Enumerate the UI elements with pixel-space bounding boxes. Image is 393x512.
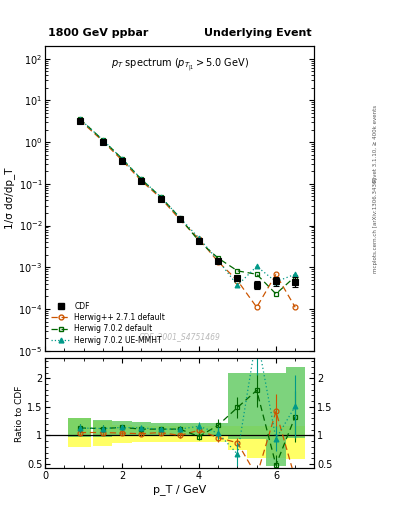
- Text: Rivet 3.1.10, ≥ 400k events: Rivet 3.1.10, ≥ 400k events: [373, 105, 378, 182]
- Legend: CDF, Herwig++ 2.7.1 default, Herwig 7.0.2 default, Herwig 7.0.2 UE-MMHT: CDF, Herwig++ 2.7.1 default, Herwig 7.0.…: [49, 300, 167, 347]
- X-axis label: p_T / GeV: p_T / GeV: [153, 484, 206, 495]
- Text: $p_T$ spectrum ($p_{T_{|1}} > 5.0$ GeV): $p_T$ spectrum ($p_{T_{|1}} > 5.0$ GeV): [111, 57, 249, 73]
- Text: Underlying Event: Underlying Event: [204, 29, 312, 38]
- Text: CDF_2001_S4751469: CDF_2001_S4751469: [139, 333, 221, 342]
- Text: 1800 GeV ppbar: 1800 GeV ppbar: [48, 29, 148, 38]
- Y-axis label: Ratio to CDF: Ratio to CDF: [15, 385, 24, 442]
- Y-axis label: 1/σ dσ/dp_T: 1/σ dσ/dp_T: [5, 167, 15, 229]
- Text: mcplots.cern.ch [arXiv:1306.3436]: mcplots.cern.ch [arXiv:1306.3436]: [373, 178, 378, 273]
